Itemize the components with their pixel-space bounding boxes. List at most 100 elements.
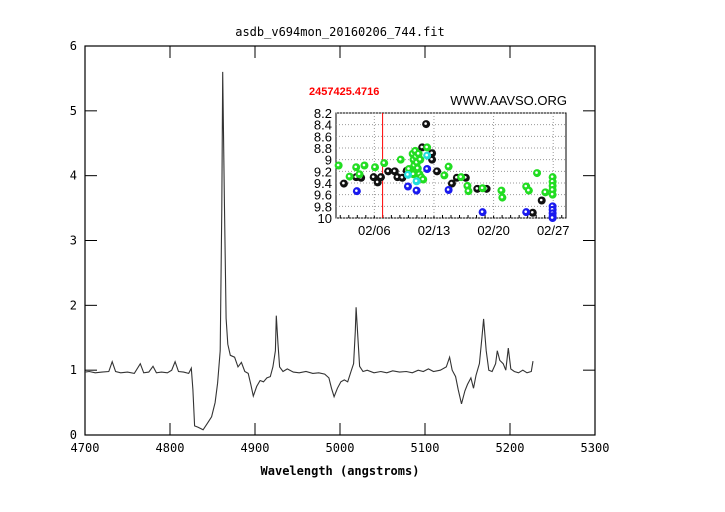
inset-point-cyan xyxy=(412,177,421,186)
inset-point-highlight xyxy=(450,181,453,185)
inset-x-tick-label: 02/13 xyxy=(418,223,451,238)
inset-point-highlight xyxy=(430,151,433,155)
inset-point-blue xyxy=(352,187,361,196)
inset-point-highlight xyxy=(424,122,427,125)
inset-point-highlight xyxy=(336,163,340,167)
inset-y-tick-label: 9.2 xyxy=(314,164,332,179)
inset-point-highlight xyxy=(435,169,438,173)
inset-point-green xyxy=(457,173,466,182)
x-axis-label: Wavelength (angstroms) xyxy=(261,464,420,478)
inset-point-highlight xyxy=(418,157,422,161)
inset-point-highlight xyxy=(475,187,479,190)
inset-point-highlight xyxy=(430,157,433,161)
inset-point-highlight xyxy=(543,190,547,194)
inset-point-cyan xyxy=(423,151,432,160)
inset-point-black xyxy=(528,208,537,217)
y-tick-label: 2 xyxy=(70,298,77,312)
x-tick-label: 5200 xyxy=(496,441,525,455)
inset-point-highlight xyxy=(392,169,396,173)
y-tick-label: 4 xyxy=(70,169,77,183)
x-tick-label: 5300 xyxy=(581,441,610,455)
inset-point-highlight xyxy=(382,161,386,164)
spectrum-line xyxy=(84,71,534,431)
inset-point-highlight xyxy=(535,171,538,174)
inset-point-highlight xyxy=(425,167,428,170)
inset-point-highlight xyxy=(386,169,390,173)
inset-point-highlight xyxy=(466,189,470,192)
inset-point-highlight xyxy=(527,188,530,192)
inset-point-cyan xyxy=(403,170,412,179)
inset-point-highlight xyxy=(500,195,504,199)
inset-point-highlight xyxy=(400,175,404,179)
inset-point-blue xyxy=(478,208,487,217)
inset-point-highlight xyxy=(550,175,554,178)
inset-point-blue xyxy=(548,214,557,222)
chart-title: asdb_v694mon_20160206_744.fit xyxy=(235,25,445,39)
inset-point-green xyxy=(352,163,361,172)
inset-point-highlight xyxy=(414,179,418,183)
inset-point-highlight xyxy=(347,174,351,178)
inset-point-highlight xyxy=(530,210,534,214)
inset-point-green xyxy=(440,171,449,180)
inset-point-green xyxy=(423,143,432,152)
inset-point-green xyxy=(497,186,506,195)
inset-point-highlight xyxy=(354,165,357,169)
y-tick-label: 5 xyxy=(70,104,77,118)
inset-point-highlight xyxy=(379,175,382,178)
inset-point-black xyxy=(384,167,393,176)
inset-point-blue xyxy=(444,186,453,194)
inset-point-blue xyxy=(412,186,421,195)
inset-point-highlight xyxy=(373,165,376,169)
inset-point-highlight xyxy=(550,216,554,219)
inset-point-highlight xyxy=(550,192,554,196)
inset-point-green xyxy=(533,169,542,178)
inset-point-highlight xyxy=(414,188,418,192)
inset-x-tick-label: 02/20 xyxy=(477,223,510,238)
aavso-light-curve-inset: 2457425.4716 WWW.AAVSO.ORG 8.28.48.68.89… xyxy=(309,86,569,238)
inset-point-green xyxy=(371,163,380,172)
inset-point-highlight xyxy=(524,210,528,213)
inset-point-green xyxy=(355,170,364,179)
inset-point-black xyxy=(433,167,442,176)
inset-y-tick-label: 8.6 xyxy=(314,129,332,144)
inset-title: WWW.AAVSO.ORG xyxy=(450,93,567,108)
inset-point-highlight xyxy=(342,181,345,185)
x-tick-label: 5100 xyxy=(411,441,440,455)
inset-point-blue xyxy=(522,208,531,217)
inset-point-green xyxy=(396,155,405,164)
inset-jd-label: 2457425.4716 xyxy=(309,86,379,98)
inset-point-highlight xyxy=(442,173,446,177)
inset-point-green xyxy=(334,161,343,170)
inset-point-highlight xyxy=(455,175,458,179)
inset-point-highlight xyxy=(362,163,366,167)
inset-point-black xyxy=(422,120,431,129)
inset-y-tick-label: 9.8 xyxy=(314,199,332,214)
inset-point-highlight xyxy=(421,177,425,181)
inset-point-highlight xyxy=(459,175,462,178)
inset-y-tick-label: 9.6 xyxy=(314,188,332,203)
y-tick-label: 0 xyxy=(70,428,77,442)
inset-point-green xyxy=(524,186,533,195)
inset-point-green xyxy=(478,184,487,193)
inset-point-green xyxy=(380,159,389,168)
inset-point-highlight xyxy=(420,145,424,149)
inset-y-tick-label: 9 xyxy=(325,153,332,168)
inset-y-tick-label: 8.8 xyxy=(314,141,332,156)
inset-point-highlight xyxy=(407,167,410,170)
inset-point-green xyxy=(419,175,428,184)
inset-point-highlight xyxy=(395,175,399,178)
inset-point-green xyxy=(548,190,557,199)
inset-point-highlight xyxy=(550,188,554,191)
inset-point-black xyxy=(537,196,546,205)
x-tick-label: 4900 xyxy=(241,441,270,455)
inset-point-green xyxy=(444,162,453,171)
inset-point-highlight xyxy=(524,184,528,188)
x-tick-label: 4800 xyxy=(156,441,185,455)
inset-y-tick-label: 9.4 xyxy=(314,176,332,191)
inset-point-highlight xyxy=(415,166,419,170)
inset-point-highlight xyxy=(446,188,450,191)
inset-point-highlight xyxy=(425,153,428,157)
inset-point-highlight xyxy=(406,184,409,188)
y-tick-label: 1 xyxy=(70,363,77,377)
main-axes: 4700 4800 4900 5000 5100 5200 5300 0 1 2 3 4 5 6 xyxy=(70,39,610,455)
